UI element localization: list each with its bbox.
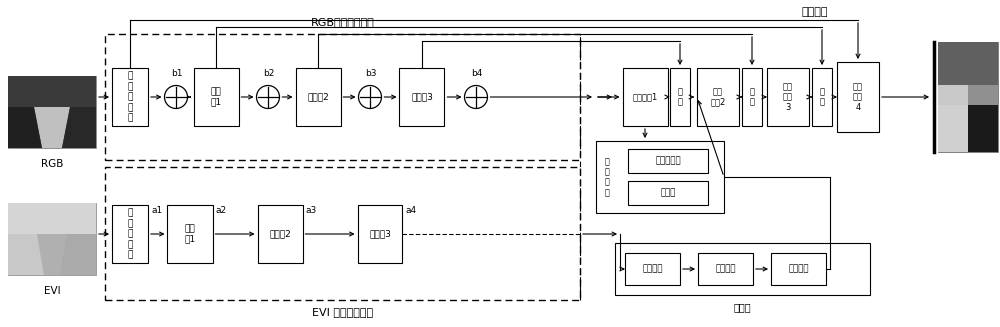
Text: 双线性插值: 双线性插值 [655,157,681,165]
Text: 上采
样层
4: 上采 样层 4 [853,82,863,112]
Text: 拼
接: 拼 接 [678,87,682,107]
FancyBboxPatch shape [767,68,809,126]
FancyBboxPatch shape [596,141,724,213]
FancyBboxPatch shape [697,68,739,126]
FancyBboxPatch shape [698,253,753,285]
FancyBboxPatch shape [167,205,212,263]
Text: 拼
接: 拼 接 [750,87,755,107]
Polygon shape [62,107,96,148]
FancyBboxPatch shape [358,205,402,263]
Polygon shape [938,42,998,85]
FancyBboxPatch shape [8,203,96,275]
FancyBboxPatch shape [670,68,690,126]
Polygon shape [8,107,42,148]
Text: 初
始
化
卷
积: 初 始 化 卷 积 [127,72,133,122]
Circle shape [256,85,280,109]
Text: EVI 支路编码结构: EVI 支路编码结构 [312,307,373,317]
FancyBboxPatch shape [628,181,708,205]
Text: b3: b3 [365,69,377,78]
FancyBboxPatch shape [296,68,340,126]
Text: 上采样层1: 上采样层1 [632,93,658,101]
Polygon shape [34,107,70,148]
Polygon shape [8,203,96,234]
Text: a1: a1 [151,206,162,215]
Text: 分离残差: 分离残差 [715,265,736,273]
Text: a4: a4 [406,206,417,215]
Text: b2: b2 [263,69,274,78]
FancyBboxPatch shape [8,76,96,148]
Text: 残差块3: 残差块3 [411,93,433,101]
FancyBboxPatch shape [837,62,879,132]
Text: 残差块: 残差块 [733,302,751,312]
Text: 跳跃连接: 跳跃连接 [802,7,828,17]
Text: b4: b4 [471,69,482,78]
Text: 残差块3: 残差块3 [369,230,391,238]
FancyBboxPatch shape [399,68,444,126]
Text: 残差块2: 残差块2 [269,230,291,238]
FancyBboxPatch shape [258,205,302,263]
Text: 上
采
样
层: 上 采 样 层 [605,157,609,197]
Polygon shape [968,85,998,105]
FancyBboxPatch shape [112,205,148,263]
FancyBboxPatch shape [194,68,239,126]
FancyBboxPatch shape [771,253,826,285]
FancyBboxPatch shape [625,253,680,285]
Polygon shape [37,234,67,275]
Text: RGB支路编码结构: RGB支路编码结构 [311,17,374,27]
Text: b1: b1 [171,69,182,78]
FancyBboxPatch shape [742,68,762,126]
Text: EVI: EVI [44,286,60,296]
Polygon shape [8,234,44,275]
Text: 残差
块1: 残差 块1 [184,224,196,244]
Polygon shape [968,105,998,152]
Text: RGB: RGB [41,159,63,169]
Polygon shape [8,76,96,107]
Circle shape [358,85,382,109]
FancyBboxPatch shape [112,68,148,126]
FancyBboxPatch shape [812,68,832,126]
Polygon shape [938,85,968,105]
Text: 卷积层: 卷积层 [660,188,676,198]
FancyBboxPatch shape [628,149,708,173]
Circle shape [464,85,488,109]
Text: a2: a2 [215,206,227,215]
Text: 残差块2: 残差块2 [307,93,329,101]
Text: 扩张残差: 扩张残差 [788,265,809,273]
Text: 残差
块1: 残差 块1 [210,87,222,107]
Text: a3: a3 [306,206,317,215]
Text: 上采
样层2: 上采 样层2 [710,87,726,107]
FancyBboxPatch shape [622,68,668,126]
Text: 拼
接: 拼 接 [820,87,825,107]
Text: 标准卷积: 标准卷积 [642,265,663,273]
Text: 上采
样层
3: 上采 样层 3 [783,82,793,112]
Circle shape [164,85,188,109]
Polygon shape [938,105,968,152]
Text: 初
始
化
卷
积: 初 始 化 卷 积 [127,209,133,259]
FancyBboxPatch shape [614,243,870,295]
FancyBboxPatch shape [938,42,998,152]
